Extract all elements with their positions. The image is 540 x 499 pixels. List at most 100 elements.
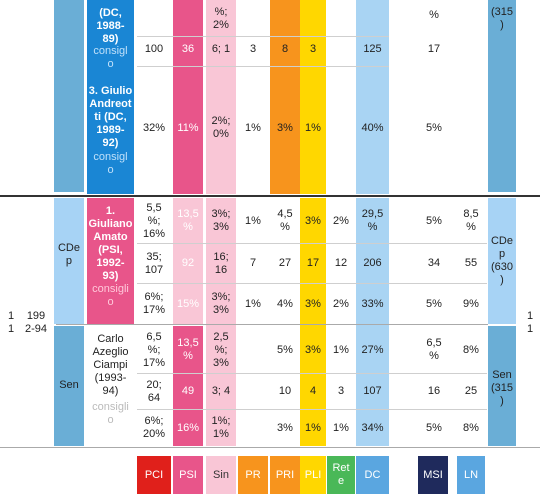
cell-pci-cdep-2: 6%; 17% [142, 291, 166, 316]
cell-pli-top-1: 3 [309, 42, 317, 55]
government-ciampi-sub: consigli o [92, 401, 129, 426]
cell-psi-cdep-1: 92 [181, 257, 195, 269]
legislature-number: 1 1 [7, 310, 15, 335]
cell-msi-cdep-1: 34 [427, 257, 441, 269]
sen-chamber-label: Sen [59, 378, 79, 391]
cell-pli-cdep-1: 17 [306, 257, 320, 269]
cell-msi-sen-1: 16 [427, 385, 441, 397]
cell-dc-sen-2: 34% [361, 421, 384, 434]
government-cell-top[interactable] [87, 0, 134, 194]
cell-pci-sen-1: 20; 64 [146, 378, 162, 404]
cell-sin-cdep-2: 3%; 3% [211, 291, 231, 316]
dc-column-bottom [356, 198, 389, 446]
cell-msi-sen-0: 6,5 % [426, 337, 442, 362]
cell-dc-sen-0: 27% [361, 343, 384, 356]
legend-msi[interactable]: MSI [418, 456, 448, 494]
cell-msi-top-2: 5% [426, 121, 442, 134]
cell-ln-cdep-2: 9% [463, 297, 479, 310]
cell-ln-sen-0: 8% [463, 343, 479, 356]
psi-column-top [173, 0, 203, 194]
cell-pci-sen-2: 6%; 20% [142, 415, 166, 440]
cell-pr-cdep-0: 1% [245, 214, 261, 227]
cell-psi-cdep-0: 13,5 % [177, 208, 199, 233]
cell-pli-sen-2: 1% [305, 421, 321, 434]
cell-pri-cdep-2: 4% [277, 297, 293, 310]
cell-pr-top-1: 3 [249, 42, 257, 55]
cell-pr-cdep-1: 7 [249, 257, 257, 269]
cell-pci-sen-0: 6,5 %; 17% [142, 330, 166, 369]
pli-column-top [300, 0, 326, 194]
legislature-bar-top [54, 0, 84, 192]
legend-pli[interactable]: PLI [300, 456, 326, 494]
cell-psi-cdep-2: 15% [176, 297, 200, 310]
pri-column-top [270, 0, 300, 194]
cell-dc-cdep-1: 206 [363, 257, 382, 269]
cell-pci-top-1: 100 [144, 42, 164, 55]
legend-pri[interactable]: PRI [270, 456, 300, 494]
cell-rete-sen-0: 1% [333, 343, 349, 356]
cell-rete-sen-2: 1% [333, 421, 349, 434]
cell-psi-top-2: 11% [177, 121, 199, 134]
cell-rete-cdep-0: 2% [333, 214, 349, 227]
cell-pli-cdep-2: 3% [305, 297, 321, 310]
total-cdep-cell [488, 198, 516, 324]
government-amato-title: 1. Giuliano Amato (PSI, 1992- 93) [88, 205, 133, 282]
sin-column-top [206, 0, 236, 194]
cell-pci-top-2: 32% [142, 121, 166, 134]
legislature-number-right: 1 1 [526, 310, 534, 335]
cell-ln-cdep-0: 8,5 % [463, 208, 479, 233]
total-sen-cell [488, 326, 516, 446]
cell-pli-cdep-0: 3% [305, 214, 321, 227]
sen-chamber-cell [54, 326, 84, 446]
legislature-divider [0, 195, 540, 197]
cell-pr-cdep-2: 1% [245, 297, 261, 310]
cell-dc-sen-1: 107 [363, 385, 382, 397]
pli-column-bottom [300, 198, 326, 446]
cell-dc-top-2: 40% [361, 121, 384, 134]
cell-msi-sen-2: 5% [426, 421, 442, 434]
government-andreotti-prev-sub: consigl o [93, 45, 128, 70]
cell-sin-cdep-1: 16; 16 [213, 250, 229, 276]
government-andreotti-title: 3. Giulio Andreot ti (DC, 1989- 92) [88, 84, 133, 149]
cell-right-top-0: (315 ) [490, 6, 514, 31]
government-amato-sub: consigli o [92, 283, 129, 308]
total-bar-top [488, 0, 516, 192]
cell-dc-cdep-2: 33% [361, 297, 384, 310]
cell-pri-sen-1: 10 [278, 385, 292, 397]
cell-psi-top-1: 36 [181, 42, 195, 55]
legend-rete[interactable]: Ret e [327, 456, 355, 494]
cell-pr-top-2: 1% [245, 121, 261, 134]
cell-pri-sen-2: 3% [277, 421, 293, 434]
total-cdep-label: CDe p (630 ) [490, 235, 514, 286]
cell-psi-sen-1: 49 [181, 385, 195, 397]
government-ciampi-title[interactable]: Carlo Azeglio Ciampi (1993- 94) [92, 332, 129, 397]
cell-ln-cdep-1: 55 [464, 257, 478, 269]
cell-pri-cdep-1: 27 [278, 257, 292, 269]
legend-dc[interactable]: DC [356, 456, 389, 494]
sin-column-bottom [206, 198, 236, 446]
cell-pli-sen-0: 3% [305, 343, 321, 356]
psi-column-sen [173, 326, 203, 446]
legend-pci[interactable]: PCI [137, 456, 171, 494]
legend-pr[interactable]: PR [238, 456, 268, 494]
cell-pci-cdep-1: 35; 107 [144, 250, 164, 276]
cell-pci-cdep-0: 5,5 %; 16% [142, 201, 166, 240]
cell-ln-sen-1: 25 [464, 385, 478, 397]
psi-column-cdep [173, 198, 203, 324]
government-amato-cell[interactable] [87, 198, 134, 324]
cell-msi-top-1: 17 [427, 42, 441, 55]
cell-ln-sen-2: 8% [463, 421, 479, 434]
cell-dc-cdep-0: 29,5 % [361, 208, 384, 233]
cell-msi-top-0: % [429, 8, 439, 21]
cdep-chamber-label: CDe p [57, 242, 80, 267]
legislature-years: 199 2-94 [24, 310, 48, 335]
cdep-chamber-cell [54, 198, 84, 324]
cell-pli-top-2: 1% [305, 121, 321, 134]
legend-ln[interactable]: LN [457, 456, 485, 494]
legend-psi[interactable]: PSI [173, 456, 203, 494]
cell-psi-sen-2: 16% [176, 421, 200, 434]
cell-rete-cdep-2: 2% [333, 297, 349, 310]
cell-pri-top-2: 3% [277, 121, 293, 134]
legend-sin[interactable]: Sin [206, 456, 236, 494]
cell-sin-sen-1: 3; 4 [211, 385, 231, 397]
